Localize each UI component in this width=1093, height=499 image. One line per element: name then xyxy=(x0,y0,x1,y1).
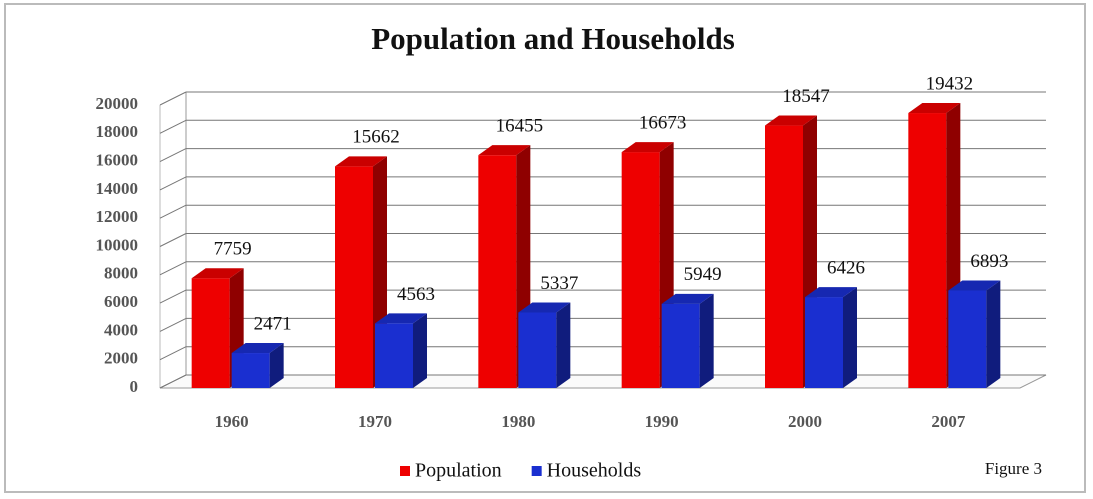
bar xyxy=(231,353,270,388)
bar-top xyxy=(661,293,714,304)
bar-side xyxy=(269,343,284,388)
grid-line-side xyxy=(159,119,187,134)
bar-top xyxy=(805,287,857,298)
grid-line-side xyxy=(159,233,187,247)
bar-side xyxy=(556,302,571,388)
y-tick-label: 6000 xyxy=(104,292,138,311)
bar-side xyxy=(986,280,1001,388)
bar xyxy=(948,290,987,388)
value-label: 5337 xyxy=(540,273,578,294)
bar-top xyxy=(948,280,1001,291)
grid-line-side xyxy=(159,317,187,332)
y-tick-label: 14000 xyxy=(96,179,139,198)
bar xyxy=(908,113,947,388)
value-label: 6893 xyxy=(970,251,1008,272)
bar-top xyxy=(908,103,961,114)
bar-side xyxy=(699,293,714,388)
bar xyxy=(335,166,373,388)
bar xyxy=(805,297,843,388)
grid-line-side xyxy=(159,289,187,304)
bar xyxy=(191,278,230,388)
grid-line-side xyxy=(159,261,187,276)
bar-top xyxy=(335,156,387,167)
bar xyxy=(518,312,557,388)
y-tick-label: 16000 xyxy=(96,151,139,170)
bar-top xyxy=(621,142,674,153)
legend-label: Population xyxy=(415,460,502,482)
bar xyxy=(478,155,517,388)
value-label: 5949 xyxy=(684,264,722,285)
legend-label: Households xyxy=(547,460,642,482)
bar-top xyxy=(765,115,817,126)
bar-top xyxy=(478,145,531,156)
x-tick-label: 1960 xyxy=(215,412,249,431)
value-label: 19432 xyxy=(926,73,974,94)
x-tick-label: 2007 xyxy=(931,412,966,431)
y-tick-label: 8000 xyxy=(104,264,138,283)
grid-line-side xyxy=(159,91,187,106)
bar xyxy=(621,152,660,388)
value-label: 16455 xyxy=(496,116,544,137)
y-tick-label: 12000 xyxy=(96,207,139,226)
grid-line-side xyxy=(159,204,187,219)
y-tick-label: 10000 xyxy=(96,235,139,254)
value-label: 15662 xyxy=(352,127,400,148)
bar-side xyxy=(843,287,857,388)
value-label: 18547 xyxy=(782,86,830,107)
value-label: 2471 xyxy=(254,313,292,334)
chart-title: Population and Households xyxy=(371,21,735,56)
x-tick-label: 1990 xyxy=(645,412,679,431)
y-tick-label: 2000 xyxy=(104,349,138,368)
y-tick-label: 20000 xyxy=(96,94,139,113)
bar xyxy=(765,125,803,389)
bar-top xyxy=(518,302,571,313)
grid-line-side xyxy=(159,148,187,163)
bar-top xyxy=(375,313,427,324)
y-tick-label: 4000 xyxy=(104,320,138,339)
chart-frame xyxy=(4,3,1086,493)
legend-swatch xyxy=(531,466,542,476)
value-label: 7759 xyxy=(214,239,252,260)
x-tick-label: 2000 xyxy=(788,412,822,431)
grid-line-side xyxy=(159,346,187,361)
figure-label: Figure 3 xyxy=(985,459,1042,478)
value-label: 4563 xyxy=(397,284,435,305)
x-tick-label: 1970 xyxy=(358,412,392,431)
bar-side xyxy=(413,313,427,388)
x-tick-label: 1980 xyxy=(501,412,535,431)
grid-line-side xyxy=(159,374,187,389)
value-label: 16673 xyxy=(639,112,687,133)
y-tick-label: 0 xyxy=(130,377,139,396)
value-label: 6426 xyxy=(827,257,865,278)
y-tick-label: 18000 xyxy=(96,122,139,141)
legend-swatch xyxy=(400,466,410,476)
bar xyxy=(375,323,413,388)
bar xyxy=(661,303,700,388)
bar-top xyxy=(231,343,284,354)
grid-line-side xyxy=(159,176,187,191)
bar-top xyxy=(191,268,244,279)
